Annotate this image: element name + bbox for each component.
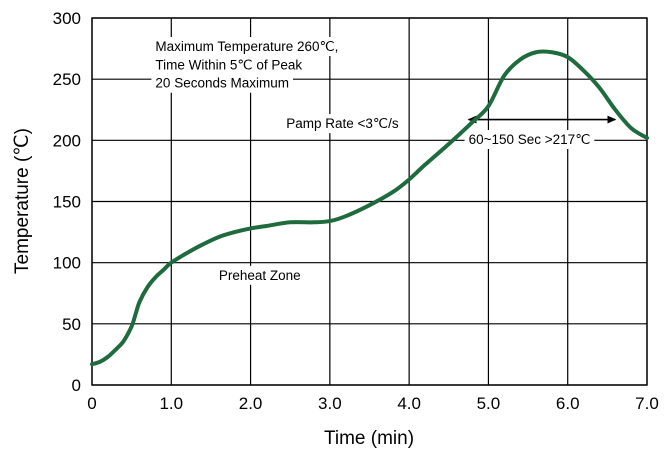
data-point [106,355,110,359]
annotation-background [464,130,595,150]
data-point [613,108,617,112]
data-point [344,214,348,218]
annotation-text: Time Within 5℃ of Peak [155,57,302,72]
data-point [153,275,157,279]
data-point [169,261,173,265]
data-point [146,285,150,289]
y-tick-label: 250 [53,70,81,89]
temperature-curve [90,49,649,367]
data-point [288,220,292,224]
data-point [90,362,94,366]
annotation-text: Preheat Zone [219,268,301,283]
data-point [217,235,221,239]
data-point [138,300,142,304]
series-layer [90,49,649,367]
annotation-text: 20 Seconds Maximum [155,76,289,91]
data-point [486,104,490,108]
data-point [447,142,451,146]
y-axis-title: Temperature (℃) [12,128,33,274]
data-point [134,312,138,316]
annotation-background [151,55,307,75]
data-point [114,348,118,352]
data-point [582,69,586,73]
data-point [201,242,205,246]
x-tick-label: 4.0 [397,394,421,413]
data-point [264,224,268,228]
data-point [249,226,253,230]
x-tick-label: 5.0 [477,394,501,413]
data-point [161,268,165,272]
annotation-background [214,265,305,285]
x-axis-title: Time (min) [324,428,414,449]
tick-labels: 0 1.0 2.0 3.0 4.0 5.0 6.0 7.0 0 50 100 150 200 250 300 [53,9,659,413]
data-point [391,190,395,194]
x-tick-label: 3.0 [318,394,342,413]
data-point [518,58,522,62]
x-tick-label: 6.0 [556,394,580,413]
data-point [185,251,189,255]
annotations: Maximum Temperature 260℃, Time Within 5℃ … [151,37,617,285]
data-point [368,203,372,207]
annotation-background [151,73,293,93]
y-tick-label: 0 [72,376,81,395]
annotation-text: Maximum Temperature 260℃, [155,39,338,54]
data-point [645,136,649,140]
data-point [130,324,134,328]
y-tick-label: 300 [53,9,81,28]
data-point [550,50,554,54]
data-point [233,230,237,234]
y-tick-label: 150 [53,193,81,212]
x-tick-label: 7.0 [635,394,659,413]
plot-frame [91,17,648,386]
y-tick-label: 200 [53,131,81,150]
data-point [423,163,427,167]
x-tick-label: 0 [87,394,96,413]
data-point [471,120,475,124]
data-point [597,86,601,90]
data-point [629,126,633,130]
data-point [98,360,102,364]
x-tick-label: 2.0 [239,394,263,413]
data-point [534,50,538,54]
annotation-text: Pamp Rate <3℃/s [286,116,399,131]
data-point [566,55,570,59]
annotation-background [151,37,343,57]
data-point [502,73,506,77]
data-point [407,177,411,181]
y-tick-label: 100 [53,254,81,273]
data-point [122,339,126,343]
data-point [328,219,332,223]
data-point [312,220,316,224]
y-tick-label: 50 [62,315,81,334]
x-tick-label: 1.0 [159,394,183,413]
annotation-text: 60~150 Sec >217℃ [469,132,591,147]
annotation-background [282,114,403,134]
